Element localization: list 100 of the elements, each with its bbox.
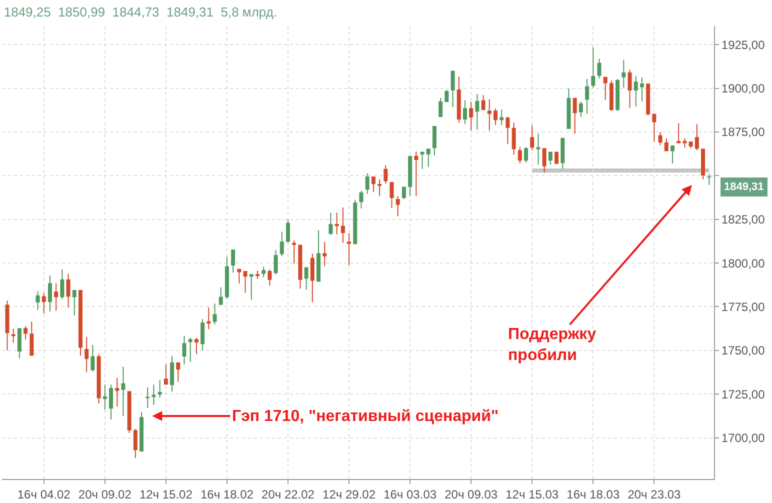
candlestick xyxy=(622,59,626,88)
candlestick xyxy=(701,148,706,180)
candlestick xyxy=(109,384,113,420)
candlestick xyxy=(60,268,64,300)
candlestick xyxy=(5,300,10,351)
candlestick xyxy=(310,253,314,303)
candlestick xyxy=(66,273,70,308)
candlestick xyxy=(286,218,290,244)
candlestick xyxy=(347,232,352,266)
candlestick xyxy=(432,126,436,156)
candlestick xyxy=(384,164,388,184)
y-tick-label: 1875,00 xyxy=(721,125,766,140)
candlestick xyxy=(170,356,174,392)
candlestick xyxy=(11,328,16,344)
chart-title: 1849,25 1850,99 1844,73 1849,31 5,8 млрд. xyxy=(4,4,278,20)
candlestick xyxy=(334,212,339,235)
candlestick xyxy=(616,78,620,112)
x-tick-label: 20ч 22.02 xyxy=(262,487,315,502)
candlestick xyxy=(548,152,552,166)
candlestick xyxy=(292,240,296,264)
candlestick xyxy=(694,124,699,151)
candlestick xyxy=(48,274,52,312)
candlestick xyxy=(378,178,382,196)
candlestick xyxy=(133,428,138,459)
candlestick xyxy=(634,75,638,108)
candlestick xyxy=(182,335,186,365)
candlestick xyxy=(140,411,144,452)
candlestick xyxy=(396,195,400,217)
y-tick-label: 1750,00 xyxy=(721,344,766,358)
candlestick xyxy=(707,173,712,186)
candlestick xyxy=(17,328,22,359)
candlestick xyxy=(536,133,540,166)
candlestick xyxy=(542,148,546,174)
candlestick xyxy=(402,186,406,200)
candlestick xyxy=(78,290,82,356)
candlestick xyxy=(408,156,412,196)
candlestick xyxy=(585,78,590,114)
candlestick xyxy=(200,318,205,351)
candlestick xyxy=(444,89,449,103)
y-tick-label: 1800,00 xyxy=(721,256,766,270)
x-tick-label: 12ч 15.03 xyxy=(506,487,559,502)
x-tick-label: 16ч 04.02 xyxy=(17,487,71,502)
candlestick xyxy=(146,386,150,409)
candlestick xyxy=(450,70,455,108)
candlestick xyxy=(426,148,430,168)
candlestick xyxy=(42,292,46,314)
candlestick xyxy=(494,108,498,126)
candlestick xyxy=(518,146,522,164)
x-tick-label: 20ч 09.03 xyxy=(444,487,498,502)
candlestick xyxy=(500,109,504,126)
y-tick-label: 1900,00 xyxy=(721,82,766,96)
candlestick xyxy=(572,98,577,134)
candlestick xyxy=(353,200,358,245)
candlestick xyxy=(560,138,565,170)
candlestick xyxy=(322,241,327,267)
x-tick-label: 16ч 03.03 xyxy=(384,487,437,502)
candlestick xyxy=(609,80,614,112)
candlestick xyxy=(628,69,632,108)
candlestick xyxy=(316,230,321,282)
candlestick xyxy=(158,380,162,398)
candlestick xyxy=(218,286,223,306)
candlestick xyxy=(688,142,693,149)
text: 1849,31 xyxy=(724,181,764,193)
candlestick xyxy=(603,76,608,100)
candlestick xyxy=(30,321,34,357)
candlestick xyxy=(121,366,126,416)
x-tick-label: 12ч 29.02 xyxy=(322,487,376,502)
candlestick xyxy=(152,384,156,406)
y-tick-label: 1925,00 xyxy=(721,38,766,52)
candlestick xyxy=(24,326,28,340)
x-tick-label: 12ч 15.02 xyxy=(139,487,193,502)
candlestick xyxy=(462,100,467,125)
candlestick xyxy=(676,122,681,144)
candlestick xyxy=(224,256,229,300)
candlestick xyxy=(268,268,272,286)
candlestick xyxy=(578,100,583,118)
candlestick xyxy=(54,282,58,312)
candlestick xyxy=(249,274,254,300)
candlestick xyxy=(115,377,120,407)
candlestick xyxy=(328,212,333,236)
candlestick xyxy=(566,88,571,130)
candlestick xyxy=(298,244,302,290)
candlestick xyxy=(194,338,198,355)
candlestick xyxy=(206,307,211,330)
candlestick xyxy=(72,290,76,316)
candlestick xyxy=(469,101,474,131)
candlestick xyxy=(176,362,180,382)
candlestick xyxy=(164,364,168,385)
x-tick-label: 20ч 09.02 xyxy=(78,487,132,502)
annotation: Поддержку пробили xyxy=(508,326,596,364)
candlestick xyxy=(304,267,308,290)
candlestick xyxy=(188,338,192,362)
candlestick xyxy=(84,336,89,373)
candlestick xyxy=(371,176,376,192)
candlestick xyxy=(487,98,492,131)
candlestick xyxy=(414,151,418,196)
candlestick xyxy=(597,58,602,79)
candlestick xyxy=(438,97,443,117)
candlestick xyxy=(652,114,656,142)
y-tick-label: 1700,00 xyxy=(721,430,766,445)
